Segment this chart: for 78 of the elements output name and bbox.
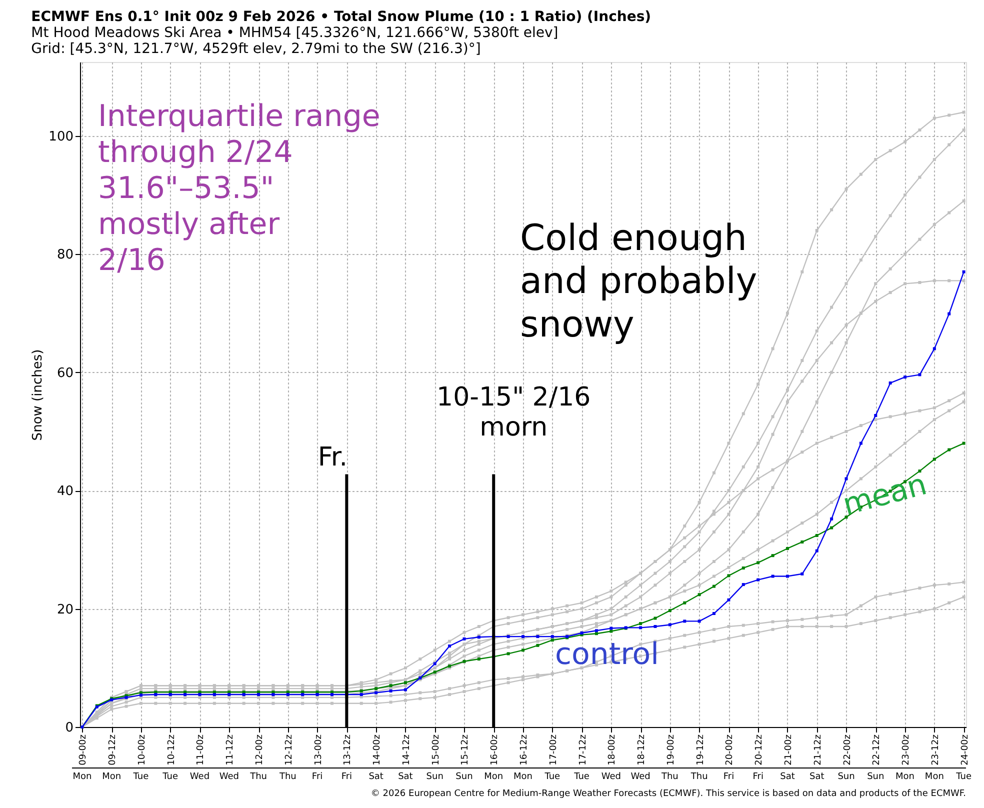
text: Sun (867, 772, 884, 782)
text: Tue (573, 772, 590, 782)
x-tick-label: 22-00z (842, 734, 853, 766)
x-tick-label: 22-12z (872, 734, 882, 766)
text: Thu (278, 772, 296, 782)
text: Sat (780, 772, 796, 782)
x-tick-label: 15-12z (460, 734, 471, 766)
text: Fri (312, 772, 323, 782)
x-tick-label: 12-00z (255, 734, 266, 766)
text: Mon (72, 772, 92, 782)
x-tick-label: 16-12z (520, 734, 530, 766)
x-tick-label: 23-00z (902, 734, 912, 766)
text: Tue (132, 772, 150, 782)
x-tick-label: 13-00z (314, 734, 324, 766)
text: Wed (219, 772, 239, 782)
text: Mon (896, 772, 915, 782)
text: Thu (249, 772, 267, 782)
text: Wed (630, 772, 650, 782)
text: Mon (514, 772, 532, 782)
x-tick-label: 19-00z (666, 734, 676, 766)
text: Tue (544, 772, 561, 782)
y-tick-label: 60 (56, 366, 74, 381)
text: Sat (398, 772, 414, 782)
text: Thu (660, 772, 678, 782)
x-tick-label: 17-12z (578, 734, 588, 766)
text: © 2026 European Centre for Medium-Range Weather Forecasts (ECMWF). This service is based on data and products of the ECMWF. (370, 789, 966, 799)
text: Sat (368, 772, 384, 782)
text: Mon (102, 772, 122, 782)
x-tick-label: 14-12z (402, 734, 412, 766)
x-tick-label: 24-00z (960, 734, 970, 766)
x-tick-label: 17-00z (548, 734, 559, 766)
text: Fri (723, 772, 734, 782)
text: Sun (456, 772, 473, 782)
x-tick-label: 23-12z (930, 734, 941, 766)
x-tick-label: 11-12z (226, 734, 236, 766)
x-tick-label: 14-00z (372, 734, 383, 766)
text: Mon (484, 772, 504, 782)
y-tick-label: 80 (56, 248, 74, 263)
text: Fri (341, 772, 352, 782)
x-tick-label: 09-00z (78, 734, 89, 766)
x-tick-label: 11-00z (196, 734, 206, 766)
text: Tue (162, 772, 179, 782)
y-tick-label: 20 (56, 602, 74, 618)
y-tick-label: 100 (48, 129, 74, 144)
annotation: Cold enough and probably snowy (520, 218, 758, 346)
x-tick-label: 13-12z (343, 734, 354, 766)
ref-line-label: Fr. (318, 442, 348, 472)
x-tick-label: 21-12z (813, 734, 824, 766)
x-tick-label: 21-00z (784, 734, 794, 766)
text: Mon (924, 772, 944, 782)
ref-line-label: 10-15" 2/16 morn (436, 382, 591, 442)
text: Wed (601, 772, 621, 782)
annotation: Interquartile range through 2/24 31.6"–53.5" mostly after 2/16 (98, 99, 380, 278)
x-tick-label: 09-12z (108, 734, 118, 766)
text: Thu (690, 772, 708, 782)
chart-title: ECMWF Ens 0.1° Init 00z 9 Feb 2026 • Total Snow Plume (10 : 1 Ratio) (Inches) (31, 9, 652, 25)
annotation: mean (839, 467, 930, 523)
x-tick-label: 20-12z (754, 734, 765, 766)
chart-subtitle: Mt Hood Meadows Ski Area • MHM54 [45.3326°N, 121.666°W, 5380ft elev] Grid: [45.3°N, 121.7°W, 4529ft elev, 2.79mi to the SW (216.3)°] (31, 25, 558, 57)
text: Sat (809, 772, 825, 782)
x-tick-label: 19-12z (696, 734, 706, 766)
text: Sun (838, 772, 855, 782)
x-tick-label: 20-00z (725, 734, 736, 766)
x-tick-label: 12-12z (284, 734, 294, 766)
text: Wed (190, 772, 210, 782)
y-tick-label: 40 (56, 484, 74, 500)
text: Sun (426, 772, 444, 782)
x-tick-label: 15-00z (431, 734, 442, 766)
text: Tue (955, 772, 972, 782)
y-axis-title: Snow (inches) (30, 349, 46, 441)
x-tick-label: 16-00z (490, 734, 500, 766)
text: Fri (752, 772, 764, 782)
annotation: control (555, 637, 659, 672)
x-tick-label: 18-00z (608, 734, 618, 766)
x-tick-label: 10-00z (137, 734, 148, 766)
x-tick-label: 18-12z (637, 734, 648, 766)
y-tick-label: 0 (65, 720, 74, 736)
x-tick-label: 10-12z (166, 734, 177, 766)
